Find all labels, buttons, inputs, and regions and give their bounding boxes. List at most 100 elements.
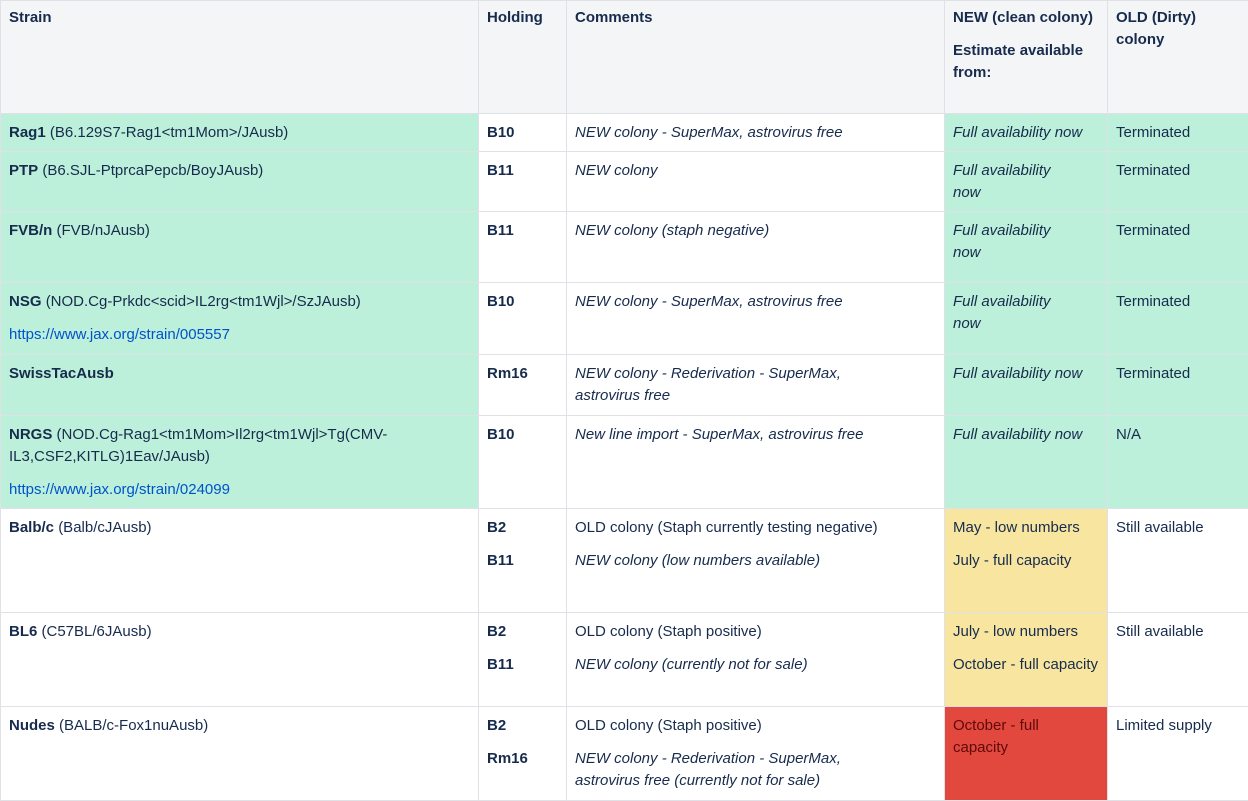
holding-value: B10 xyxy=(487,293,515,310)
strain-cell: PTP (B6.SJL-PtprcaPepcb/BoyJAusb) xyxy=(1,152,479,212)
header-strain: Strain xyxy=(1,1,479,114)
old-colony-cell: N/A xyxy=(1108,416,1248,509)
new-availability-cell: Full availability now xyxy=(945,212,1108,283)
comments-cell: NEW colony - Rederivation - SuperMax, as… xyxy=(567,355,945,416)
old-status: Terminated xyxy=(1116,365,1190,382)
strain-cell: BL6 (C57BL/6JAusb) xyxy=(1,613,479,707)
strain-cell: Rag1 (B6.129S7-Rag1<tm1Mom>/JAusb) xyxy=(1,114,479,152)
comment-text: NEW colony (low numbers available) xyxy=(575,550,936,572)
comment-text: OLD colony (Staph positive) xyxy=(575,715,884,737)
holding-value: B2 xyxy=(487,517,558,539)
header-comments: Comments xyxy=(567,1,945,114)
strain-detail: (Balb/cJAusb) xyxy=(58,519,151,536)
new-availability-cell: Full availability now xyxy=(945,152,1108,212)
header-holding: Holding xyxy=(479,1,567,114)
old-status: Limited supply xyxy=(1116,717,1212,734)
holding-value: B2 xyxy=(487,621,558,643)
holding-value: Rm16 xyxy=(487,365,528,382)
strain-detail: (FVB/nJAusb) xyxy=(57,222,150,239)
table-row: SwissTacAusb Rm16 NEW colony - Rederivat… xyxy=(1,355,1248,416)
new-availability-cell: May - low numbers July - full capacity xyxy=(945,509,1108,613)
strain-detail: (NOD.Cg-Rag1<tm1Mom>Il2rg<tm1Wjl>Tg(CMV-… xyxy=(9,426,387,465)
new-availability-cell: Full availability now xyxy=(945,416,1108,509)
table-row: Rag1 (B6.129S7-Rag1<tm1Mom>/JAusb) B10 N… xyxy=(1,114,1248,152)
strain-detail: (B6.129S7-Rag1<tm1Mom>/JAusb) xyxy=(50,124,288,141)
table-row: NSG (NOD.Cg-Prkdc<scid>IL2rg<tm1Wjl>/SzJ… xyxy=(1,283,1248,355)
comments-cell: OLD colony (Staph positive) NEW colony (… xyxy=(567,613,945,707)
table-row: FVB/n (FVB/nJAusb) B11 NEW colony (staph… xyxy=(1,212,1248,283)
holding-value: B10 xyxy=(487,426,515,443)
holding-cell: B2 B11 xyxy=(479,509,567,613)
holding-cell: B10 xyxy=(479,283,567,355)
strain-name: FVB/n xyxy=(9,222,52,239)
table-row: Balb/c (Balb/cJAusb) B2 B11 OLD colony (… xyxy=(1,509,1248,613)
holding-value: B11 xyxy=(487,550,558,572)
comments-cell: OLD colony (Staph currently testing nega… xyxy=(567,509,945,613)
strain-detail: (B6.SJL-PtprcaPepcb/BoyJAusb) xyxy=(42,162,263,179)
old-status: Still available xyxy=(1116,623,1204,640)
strain-cell: NSG (NOD.Cg-Prkdc<scid>IL2rg<tm1Wjl>/SzJ… xyxy=(1,283,479,355)
comments-cell: NEW colony - SuperMax, astrovirus free xyxy=(567,283,945,355)
strain-link[interactable]: https://www.jax.org/strain/005557 xyxy=(9,324,470,346)
old-status: Terminated xyxy=(1116,162,1190,179)
comment-text: OLD colony (Staph positive) xyxy=(575,621,936,643)
comment-text: NEW colony - Rederivation - SuperMax, as… xyxy=(575,365,841,404)
old-colony-cell: Terminated xyxy=(1108,283,1248,355)
availability-text: Full availability now xyxy=(953,222,1051,261)
comment-text: NEW colony - SuperMax, astrovirus free xyxy=(575,124,843,141)
availability-text: Full availability now xyxy=(953,365,1082,382)
old-colony-cell: Terminated xyxy=(1108,152,1248,212)
header-old-colony: OLD (Dirty) colony xyxy=(1108,1,1248,114)
strain-name: BL6 xyxy=(9,623,37,640)
strain-name: PTP xyxy=(9,162,38,179)
holding-cell: B10 xyxy=(479,114,567,152)
old-colony-cell: Terminated xyxy=(1108,355,1248,416)
holding-value: Rm16 xyxy=(487,748,558,770)
comments-cell: New line import - SuperMax, astrovirus f… xyxy=(567,416,945,509)
holding-value: B11 xyxy=(487,654,558,676)
table-row: BL6 (C57BL/6JAusb) B2 B11 OLD colony (St… xyxy=(1,613,1248,707)
table-row: Nudes (BALB/c-Fox1nuAusb) B2 Rm16 OLD co… xyxy=(1,707,1248,801)
holding-value: B10 xyxy=(487,124,515,141)
strain-name: NRGS xyxy=(9,426,52,443)
header-new-estimate: Estimate available from: xyxy=(953,40,1099,84)
availability-text: Full availability now xyxy=(953,426,1082,443)
strain-cell: Nudes (BALB/c-Fox1nuAusb) xyxy=(1,707,479,801)
old-status: Terminated xyxy=(1116,293,1190,310)
comment-text: OLD colony (Staph currently testing nega… xyxy=(575,517,936,539)
availability-text: May - low numbers xyxy=(953,517,1099,539)
strain-name: Balb/c xyxy=(9,519,54,536)
availability-text: October - full capacity xyxy=(953,715,1067,759)
old-status: Terminated xyxy=(1116,124,1190,141)
old-colony-cell: Terminated xyxy=(1108,114,1248,152)
comments-cell: NEW colony xyxy=(567,152,945,212)
availability-text: Full availability now xyxy=(953,293,1051,332)
new-availability-cell: July - low numbers October - full capaci… xyxy=(945,613,1108,707)
comment-text: New line import - SuperMax, astrovirus f… xyxy=(575,426,863,443)
strain-detail: (BALB/c-Fox1nuAusb) xyxy=(59,717,208,734)
strain-detail: (C57BL/6JAusb) xyxy=(42,623,152,640)
strain-link[interactable]: https://www.jax.org/strain/024099 xyxy=(9,479,418,501)
old-colony-cell: Still available xyxy=(1108,509,1248,613)
holding-value: B11 xyxy=(487,162,514,179)
holding-cell: Rm16 xyxy=(479,355,567,416)
availability-text: Full availability now xyxy=(953,124,1082,141)
new-availability-cell: Full availability now xyxy=(945,283,1108,355)
holding-cell: B10 xyxy=(479,416,567,509)
table-row: NRGS (NOD.Cg-Rag1<tm1Mom>Il2rg<tm1Wjl>Tg… xyxy=(1,416,1248,509)
comment-text: NEW colony xyxy=(575,162,658,179)
comments-cell: NEW colony (staph negative) xyxy=(567,212,945,283)
strain-name: Rag1 xyxy=(9,124,46,141)
holding-value: B2 xyxy=(487,715,558,737)
holding-cell: B2 Rm16 xyxy=(479,707,567,801)
holding-value: B11 xyxy=(487,222,514,239)
old-colony-cell: Terminated xyxy=(1108,212,1248,283)
availability-text: Full availability now xyxy=(953,162,1051,201)
strain-cell: SwissTacAusb xyxy=(1,355,479,416)
strain-name: Nudes xyxy=(9,717,55,734)
comment-text: NEW colony - SuperMax, astrovirus free xyxy=(575,293,843,310)
comment-text: NEW colony (currently not for sale) xyxy=(575,654,936,676)
strain-cell: Balb/c (Balb/cJAusb) xyxy=(1,509,479,613)
strain-name: SwissTacAusb xyxy=(9,365,114,382)
old-colony-cell: Still available xyxy=(1108,613,1248,707)
